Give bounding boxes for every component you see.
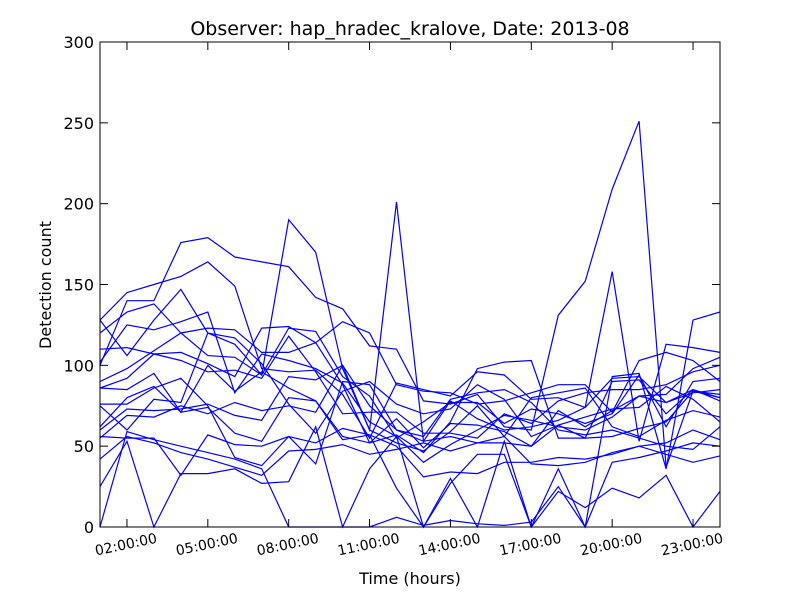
series-line-15 bbox=[99, 311, 721, 464]
series-line-1 bbox=[99, 261, 721, 440]
series-line-16 bbox=[99, 303, 721, 439]
series-line-12 bbox=[99, 372, 721, 529]
series-line-8 bbox=[99, 380, 721, 477]
y-tick-label: 300 bbox=[63, 33, 94, 52]
series-line-7 bbox=[99, 363, 721, 452]
series-line-11 bbox=[99, 311, 721, 529]
y-tick-label: 50 bbox=[74, 437, 94, 456]
series-line-6 bbox=[99, 332, 721, 439]
series-line-9 bbox=[99, 429, 721, 476]
y-axis-label: Detection count bbox=[36, 221, 55, 349]
series-line-3 bbox=[99, 201, 721, 444]
chart-title: Observer: hap_hradec_kralove, Date: 2013… bbox=[190, 18, 629, 40]
y-tick-label: 0 bbox=[84, 518, 94, 537]
series-line-18 bbox=[99, 364, 721, 451]
series-line-10 bbox=[99, 425, 721, 529]
y-tick-label: 150 bbox=[63, 276, 94, 295]
series-line-17 bbox=[99, 321, 721, 414]
y-tick-label: 100 bbox=[63, 356, 94, 375]
series-line-14 bbox=[99, 335, 721, 439]
series-line-4 bbox=[99, 325, 721, 454]
y-axis: 0 50 100 150 200 250 300 bbox=[63, 33, 720, 537]
y-tick-label: 200 bbox=[63, 195, 94, 214]
x-axis-label: Time (hours) bbox=[358, 569, 461, 588]
series-layer bbox=[99, 120, 721, 529]
y-tick-label: 250 bbox=[63, 114, 94, 133]
series-line-2 bbox=[99, 120, 721, 468]
series-line-13 bbox=[100, 377, 721, 478]
